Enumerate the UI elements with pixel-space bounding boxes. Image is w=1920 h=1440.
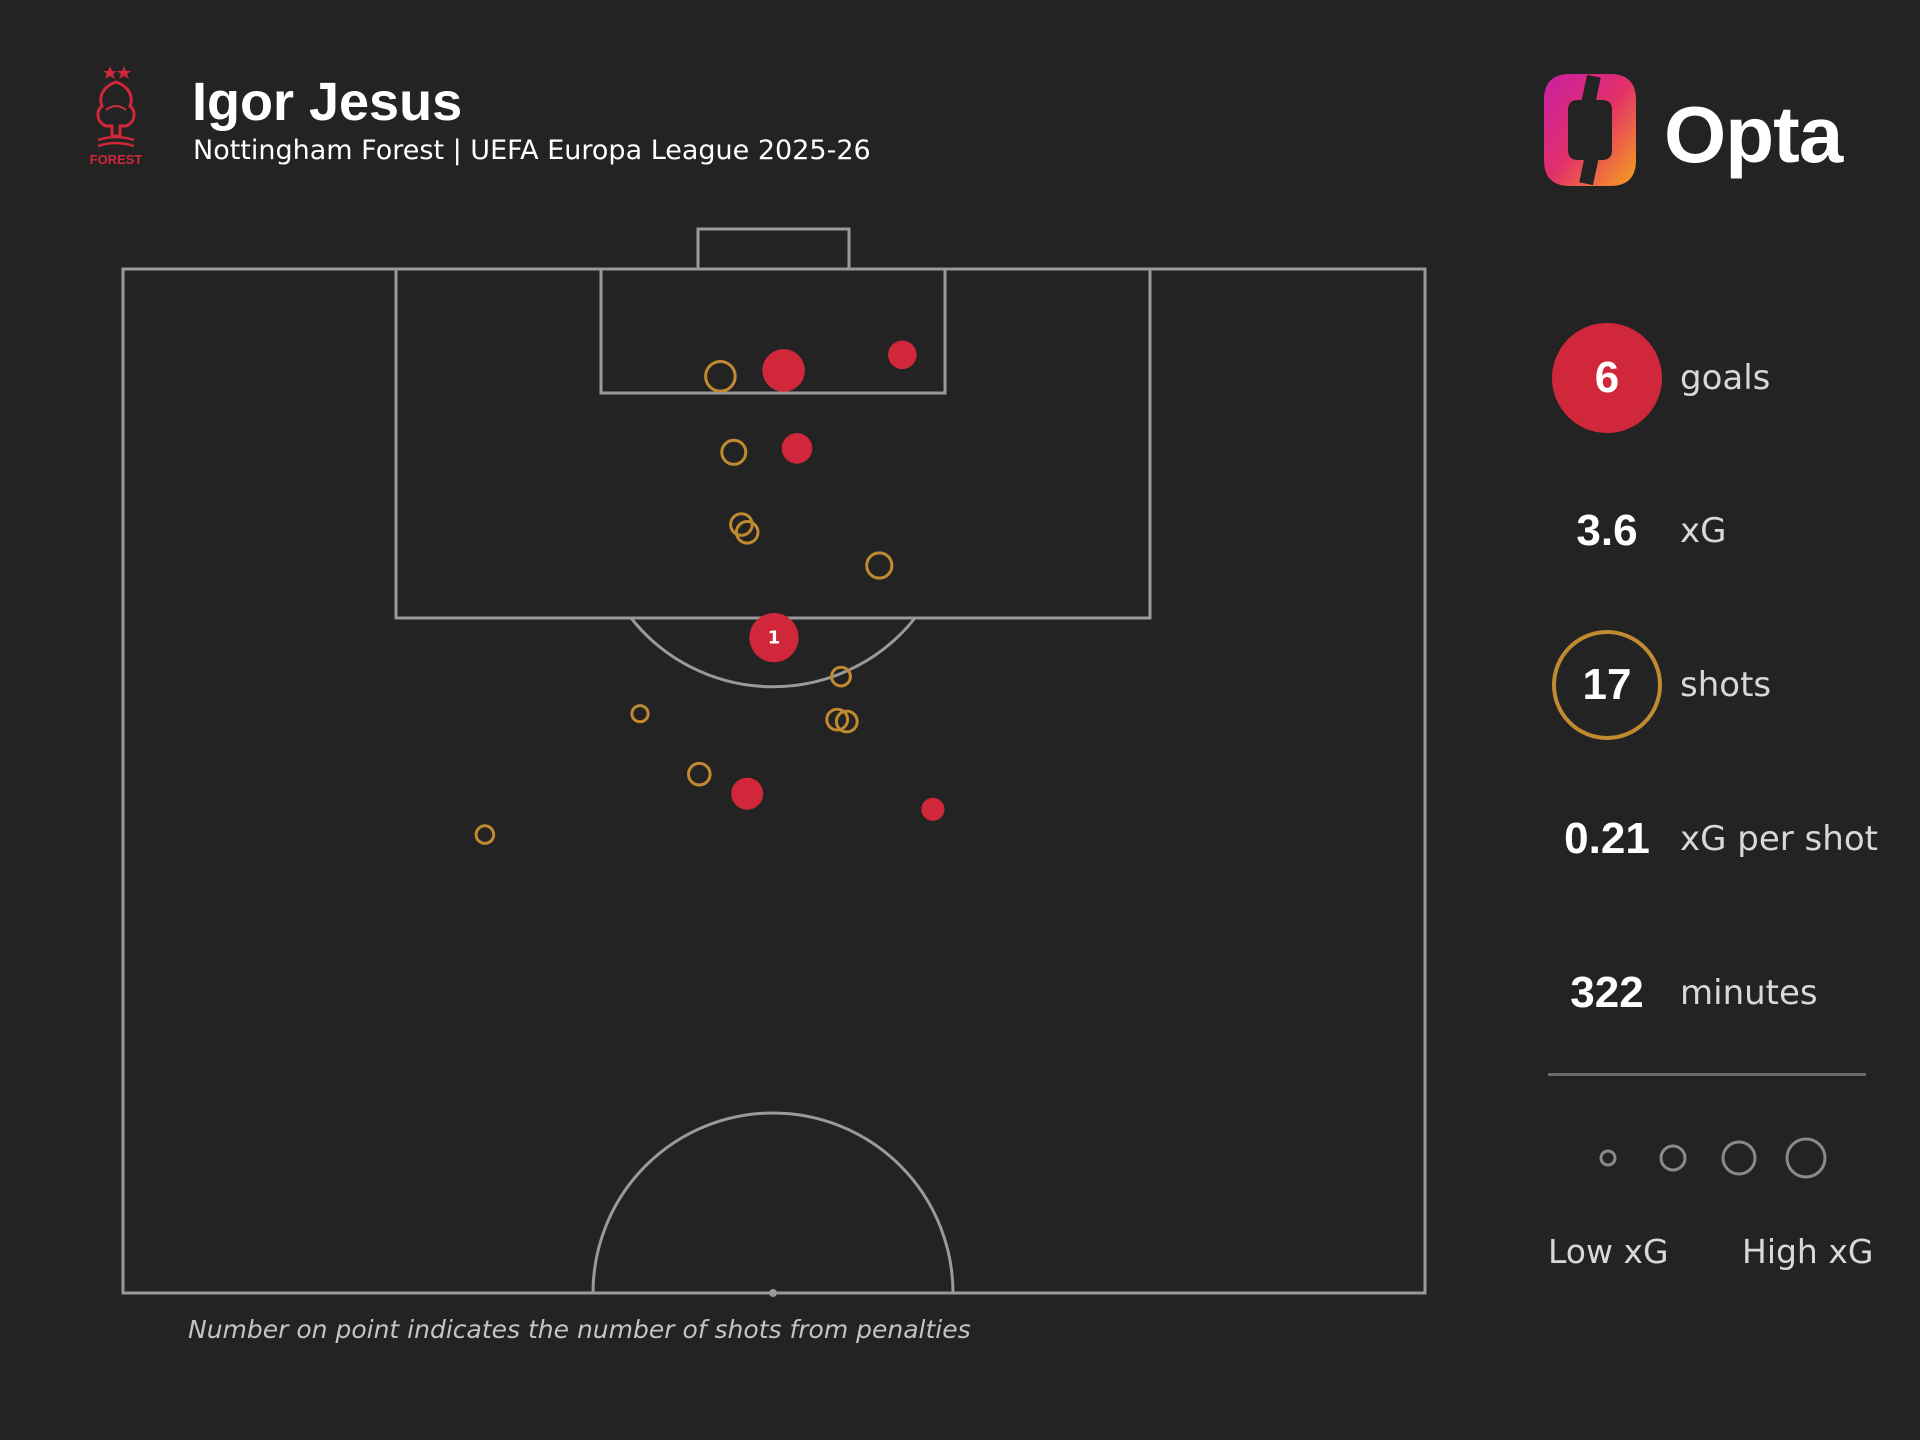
stat-xg-per-shot: 0.21 xG per shot <box>1552 784 1912 894</box>
opta-brand: Opta <box>1540 70 1843 190</box>
missed-shot-point-8 <box>865 551 894 580</box>
missed-shot-point-14 <box>687 761 712 787</box>
missed-shot-point-2 <box>704 360 737 393</box>
player-name: Igor Jesus <box>192 72 463 132</box>
centre-spot <box>769 1289 777 1297</box>
legend-size-1 <box>1599 1149 1617 1167</box>
stat-shots: 17 shots <box>1552 630 1912 740</box>
goals-badge: 6 <box>1552 323 1662 433</box>
centre-circle <box>591 1111 955 1294</box>
crest-text: FOREST <box>90 152 143 167</box>
goal-frame <box>696 227 851 271</box>
missed-shot-point-6 <box>729 512 754 537</box>
goal-shot-point-16 <box>921 797 945 821</box>
penalty-area <box>394 267 1152 620</box>
xg-value: 3.6 <box>1576 506 1638 555</box>
missed-shot-point-11 <box>825 707 850 732</box>
missed-shot-point-4 <box>720 438 748 466</box>
legend-low-xg: Low xG <box>1548 1232 1669 1271</box>
legend-size-4 <box>1785 1137 1827 1179</box>
legend-size-3 <box>1721 1140 1757 1176</box>
minutes-value: 322 <box>1570 968 1644 1017</box>
missed-shot-point-17 <box>474 824 496 845</box>
xg-per-shot-label: xG per shot <box>1680 819 1878 859</box>
goal-shot-point-9 <box>749 613 799 663</box>
goal-shot-point-1 <box>762 349 805 392</box>
xg-size-legend <box>1599 1137 1827 1179</box>
missed-shot-point-7 <box>734 520 760 545</box>
goal-shot-point-15 <box>731 777 764 810</box>
footnote: Number on point indicates the number of … <box>188 1315 971 1344</box>
opta-logo-icon <box>1544 74 1636 186</box>
goal-shot-point-3 <box>888 340 917 370</box>
xg-per-shot-value: 0.21 <box>1564 814 1650 863</box>
goal-shot-point-5 <box>781 433 813 464</box>
xg-label: xG <box>1680 511 1727 551</box>
missed-shot-point-10 <box>830 665 852 688</box>
legend-size-2 <box>1659 1144 1687 1172</box>
shots-label: shots <box>1680 665 1772 705</box>
opta-wordmark: Opta <box>1664 90 1843 179</box>
shot-map: 1 <box>121 227 1427 1297</box>
stat-minutes: 322 minutes <box>1552 938 1912 1048</box>
minutes-label: minutes <box>1680 973 1818 1013</box>
pitch-outline <box>121 267 1427 1295</box>
missed-shot-point-12 <box>834 709 859 734</box>
stats-divider <box>1548 1073 1866 1076</box>
penalty-count-label: 1 <box>768 628 781 649</box>
stat-goals: 6 goals <box>1552 323 1912 433</box>
goals-label: goals <box>1680 358 1771 398</box>
shots-layer: 1 <box>474 340 945 845</box>
legend-high-xg: High xG <box>1742 1232 1874 1271</box>
shots-badge: 17 <box>1552 630 1662 740</box>
missed-shot-point-13 <box>630 704 650 724</box>
penalty-arc <box>629 617 917 689</box>
nottingham-forest-crest-icon: FOREST <box>90 66 143 167</box>
chart-subtitle: Nottingham Forest | UEFA Europa League 2… <box>193 135 871 166</box>
stat-xg: 3.6 xG <box>1552 476 1912 586</box>
